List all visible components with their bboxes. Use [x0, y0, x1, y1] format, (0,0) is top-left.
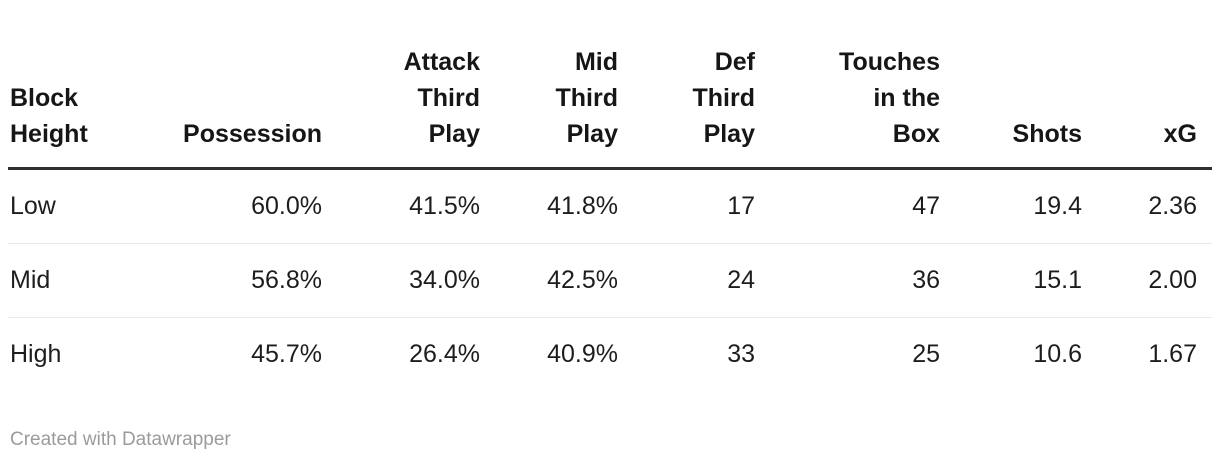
- column-header-possession: Possession: [128, 0, 322, 170]
- datawrapper-credit: Created with Datawrapper: [10, 429, 231, 450]
- cell-touches-in-box: 25: [912, 340, 940, 368]
- cell-attack-third-play: 41.5%: [322, 168, 480, 244]
- table-row-mid: Mid 56.8% 34.0% 42.5% 24 36 15.1 2.00: [8, 243, 1212, 318]
- cell-mid-third-play: 42.5%: [480, 243, 618, 318]
- cell-touches-in-box: 47: [755, 168, 940, 244]
- cell-def-third-play: 33: [727, 340, 755, 368]
- table-row-high: High 45.7% 26.4% 40.9% 33 25 10.6 1.67: [8, 318, 1212, 392]
- column-header-mid-third-play: Mid Third Play: [480, 0, 618, 170]
- row-label: High: [10, 340, 62, 368]
- row-label: Low: [8, 168, 128, 244]
- column-header-def-third-play: Def Third Play: [618, 0, 755, 170]
- column-header-shots: Shots: [940, 0, 1082, 170]
- cell-attack-third-play: 26.4%: [409, 340, 480, 368]
- row-label: Mid: [8, 243, 128, 318]
- cell-mid-third-play: 41.8%: [480, 168, 618, 244]
- column-header-block-height: Block Height: [8, 0, 128, 170]
- datawrapper-table-chart: Block Height Possession Attack Third Pla…: [8, 0, 1212, 451]
- cell-def-third-play: 17: [618, 168, 755, 244]
- table-row-low: Low 60.0% 41.5% 41.8% 17 47 19.4 2.36: [8, 168, 1212, 244]
- column-header-touches-in-the-box: Touches in the Box: [755, 0, 940, 170]
- cell-xg: 1.67: [1148, 340, 1197, 368]
- cell-touches-in-box: 36: [755, 243, 940, 318]
- table-header-row: Block Height Possession Attack Third Pla…: [8, 0, 1212, 170]
- cell-attack-third-play: 34.0%: [322, 243, 480, 318]
- cell-possession: 45.7%: [251, 340, 322, 368]
- cell-def-third-play: 24: [618, 243, 755, 318]
- cell-possession: 56.8%: [128, 243, 322, 318]
- cell-xg: 2.36: [1082, 168, 1212, 244]
- cell-possession: 60.0%: [128, 168, 322, 244]
- cell-shots: 19.4: [940, 168, 1082, 244]
- cell-shots: 10.6: [1033, 340, 1082, 368]
- cell-xg: 2.00: [1082, 243, 1212, 318]
- column-header-xg: xG: [1082, 0, 1212, 170]
- stats-table: Block Height Possession Attack Third Pla…: [8, 0, 1212, 391]
- cell-mid-third-play: 40.9%: [547, 340, 618, 368]
- column-header-attack-third-play: Attack Third Play: [322, 0, 480, 170]
- cell-shots: 15.1: [940, 243, 1082, 318]
